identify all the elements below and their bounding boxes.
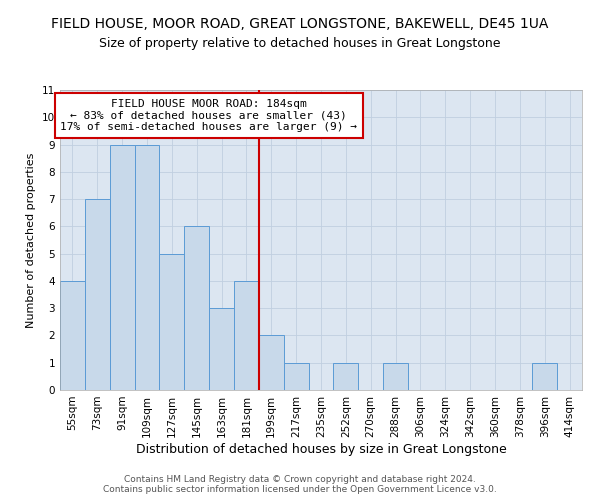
Bar	[209, 308, 234, 390]
Text: FIELD HOUSE MOOR ROAD: 184sqm
← 83% of detached houses are smaller (43)
17% of s: FIELD HOUSE MOOR ROAD: 184sqm ← 83% of d…	[60, 99, 357, 132]
Bar	[184, 226, 209, 390]
X-axis label: Distribution of detached houses by size in Great Longstone: Distribution of detached houses by size …	[136, 442, 506, 456]
Bar	[234, 281, 259, 390]
Text: Contains HM Land Registry data © Crown copyright and database right 2024.: Contains HM Land Registry data © Crown c…	[124, 475, 476, 484]
Text: Contains public sector information licensed under the Open Government Licence v3: Contains public sector information licen…	[103, 485, 497, 494]
Bar	[85, 199, 110, 390]
Bar	[110, 144, 134, 390]
Bar	[383, 362, 408, 390]
Bar	[532, 362, 557, 390]
Bar	[259, 336, 284, 390]
Bar	[334, 362, 358, 390]
Y-axis label: Number of detached properties: Number of detached properties	[26, 152, 37, 328]
Bar	[160, 254, 184, 390]
Bar	[284, 362, 308, 390]
Text: Size of property relative to detached houses in Great Longstone: Size of property relative to detached ho…	[99, 38, 501, 51]
Bar	[134, 144, 160, 390]
Bar	[60, 281, 85, 390]
Text: FIELD HOUSE, MOOR ROAD, GREAT LONGSTONE, BAKEWELL, DE45 1UA: FIELD HOUSE, MOOR ROAD, GREAT LONGSTONE,…	[52, 18, 548, 32]
